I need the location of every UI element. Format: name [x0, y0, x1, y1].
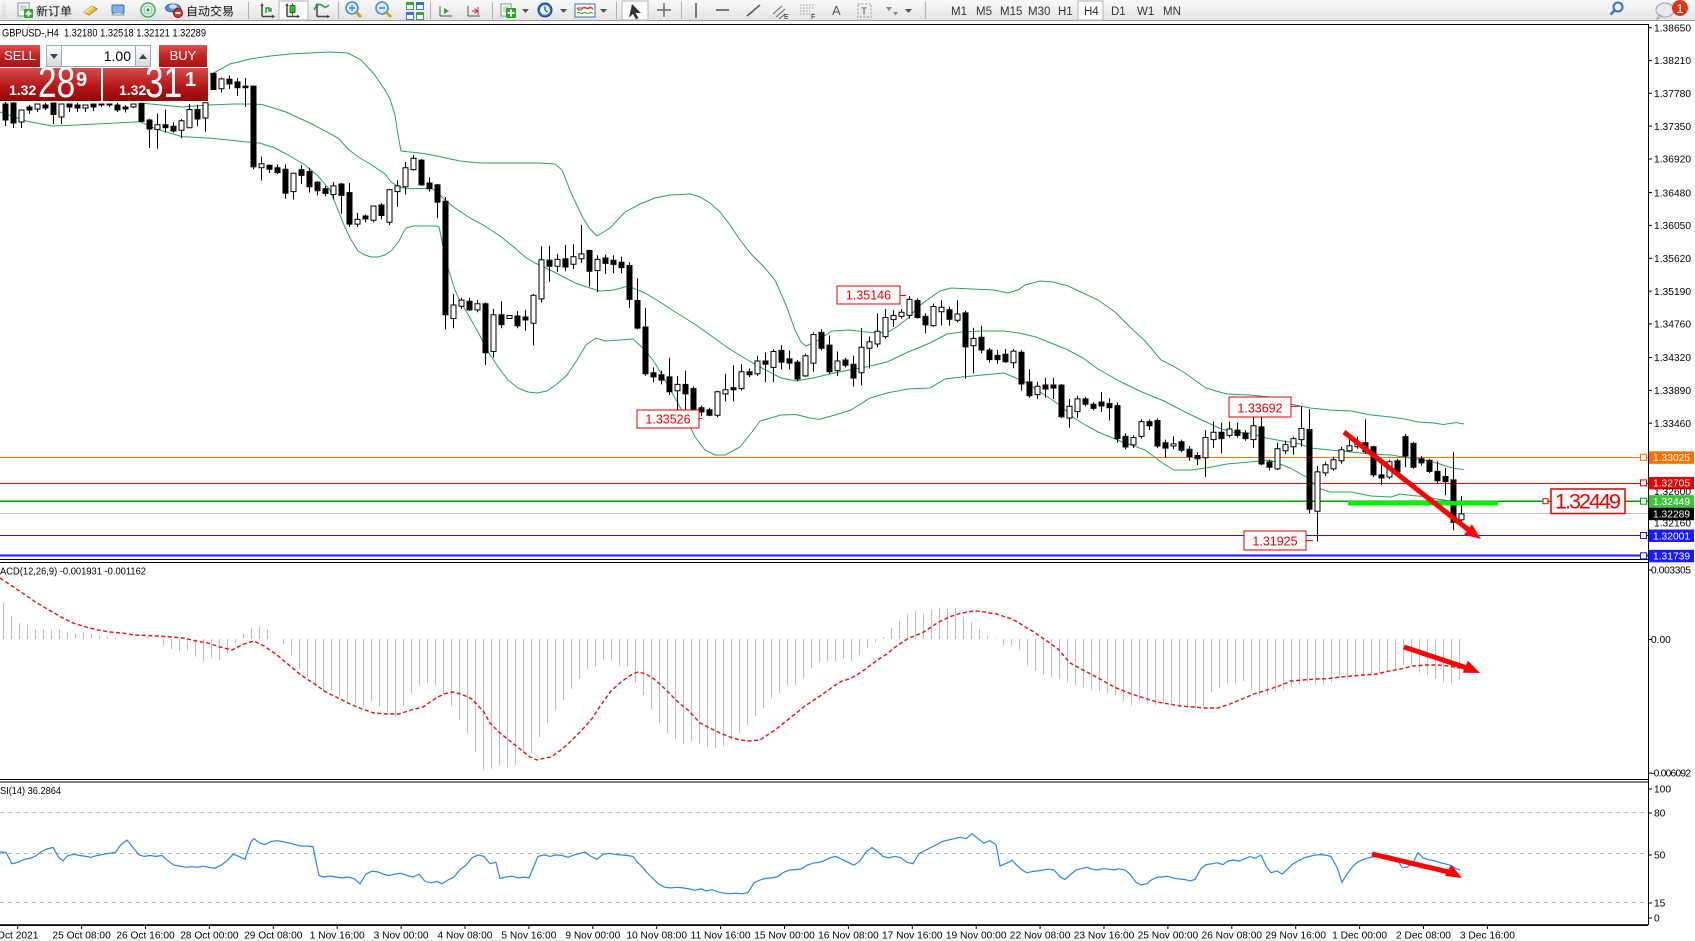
svg-text:22 Nov 08:00: 22 Nov 08:00: [1010, 931, 1071, 941]
svg-text:3 Dec 16:00: 3 Dec 16:00: [1460, 931, 1515, 941]
svg-text:1 Nov 16:00: 1 Nov 16:00: [310, 931, 365, 941]
svg-text:0.00: 0.00: [1651, 635, 1671, 646]
svg-text:1.36050: 1.36050: [1654, 221, 1691, 232]
svg-text:19 Nov 00:00: 19 Nov 00:00: [946, 931, 1007, 941]
svg-text:1.34320: 1.34320: [1654, 353, 1691, 364]
svg-text:16 Nov 08:00: 16 Nov 08:00: [818, 931, 879, 941]
svg-text:1 Dec 00:00: 1 Dec 00:00: [1332, 931, 1387, 941]
svg-text:F: F: [811, 14, 815, 21]
svg-text:1.36480: 1.36480: [1654, 188, 1691, 199]
svg-text:0.003305: 0.003305: [1651, 566, 1691, 577]
svg-text:1.33526: 1.33526: [645, 413, 690, 427]
svg-text:1.38210: 1.38210: [1654, 56, 1691, 67]
svg-text:-0.006092: -0.006092: [1651, 769, 1691, 780]
svg-text:1.32449: 1.32449: [1555, 490, 1621, 514]
svg-text:23 Nov 16:00: 23 Nov 16:00: [1074, 931, 1135, 941]
svg-text:ACD(12,26,9) -0.001931 -0.0011: ACD(12,26,9) -0.001931 -0.001162: [0, 567, 146, 578]
svg-text:25 Oct 08:00: 25 Oct 08:00: [52, 931, 111, 941]
svg-text:M1: M1: [951, 6, 967, 18]
svg-text:GBPUSD-,H4 1.32180 1.32518 1.: GBPUSD-,H4 1.32180 1.32518 1.32121 1.322…: [2, 28, 206, 40]
svg-text:25 Nov 00:00: 25 Nov 00:00: [1138, 931, 1199, 941]
svg-text:W1: W1: [1137, 6, 1154, 18]
svg-text:10 Nov 08:00: 10 Nov 08:00: [626, 931, 687, 941]
svg-text:1: 1: [1676, 1, 1683, 16]
svg-text:9 Nov 00:00: 9 Nov 00:00: [565, 931, 620, 941]
svg-text:1.36920: 1.36920: [1654, 155, 1691, 166]
svg-text:3 Nov 00:00: 3 Nov 00:00: [374, 931, 429, 941]
svg-text:M15: M15: [1000, 6, 1022, 18]
svg-text:1.33692: 1.33692: [1237, 402, 1282, 416]
svg-text:1.32160: 1.32160: [1654, 519, 1691, 530]
svg-text:29 Oct 08:00: 29 Oct 08:00: [244, 931, 303, 941]
svg-text:1.35146: 1.35146: [846, 289, 891, 303]
svg-text:M5: M5: [976, 6, 992, 18]
svg-text:1.33460: 1.33460: [1654, 419, 1691, 430]
svg-text:26 Oct 16:00: 26 Oct 16:00: [116, 931, 175, 941]
svg-text:15: 15: [1654, 899, 1666, 910]
svg-text:SI(14) 36.2864: SI(14) 36.2864: [0, 786, 61, 797]
svg-text:T: T: [861, 7, 867, 18]
svg-text:D1: D1: [1111, 6, 1126, 18]
svg-text:100: 100: [1654, 785, 1671, 796]
svg-text:11 Nov 16:00: 11 Nov 16:00: [691, 931, 751, 941]
svg-text:M30: M30: [1028, 6, 1050, 18]
svg-text:1.32289: 1.32289: [1653, 510, 1690, 521]
svg-text:Oct 2021: Oct 2021: [0, 931, 39, 941]
svg-text:1.37350: 1.37350: [1654, 122, 1691, 133]
svg-text:15 Nov 00:00: 15 Nov 00:00: [754, 931, 815, 941]
svg-text:29 Nov 16:00: 29 Nov 16:00: [1265, 931, 1326, 941]
svg-text:50: 50: [1654, 851, 1666, 862]
svg-text:1.37780: 1.37780: [1654, 89, 1691, 100]
svg-text:4 Nov 08:00: 4 Nov 08:00: [438, 931, 493, 941]
svg-text:1.34760: 1.34760: [1654, 320, 1691, 331]
svg-text:1.31925: 1.31925: [1252, 535, 1297, 549]
svg-text:17 Nov 16:00: 17 Nov 16:00: [882, 931, 943, 941]
svg-text:1.32705: 1.32705: [1653, 479, 1690, 490]
svg-text:80: 80: [1654, 809, 1666, 820]
svg-text:H1: H1: [1058, 6, 1073, 18]
svg-text:1.35620: 1.35620: [1654, 254, 1691, 265]
svg-text:5 Nov 16:00: 5 Nov 16:00: [501, 931, 556, 941]
svg-text:2 Dec 08:00: 2 Dec 08:00: [1396, 931, 1451, 941]
svg-text:E: E: [784, 14, 789, 21]
svg-text:0: 0: [1654, 914, 1660, 925]
svg-text:MN: MN: [1163, 6, 1181, 18]
svg-text:1.32001: 1.32001: [1653, 531, 1690, 542]
svg-text:28 Oct 00:00: 28 Oct 00:00: [180, 931, 239, 941]
svg-text:1.32449: 1.32449: [1653, 497, 1690, 508]
svg-text:H4: H4: [1084, 6, 1099, 18]
svg-text:1.32600: 1.32600: [1654, 487, 1691, 498]
svg-text:1.33890: 1.33890: [1654, 386, 1691, 397]
svg-text:1.33025: 1.33025: [1653, 453, 1690, 464]
svg-text:26 Nov 08:00: 26 Nov 08:00: [1201, 931, 1262, 941]
svg-text:1.38650: 1.38650: [1654, 23, 1691, 34]
svg-text:1.31739: 1.31739: [1653, 552, 1690, 563]
svg-text:1.35190: 1.35190: [1654, 287, 1691, 298]
svg-text:A: A: [832, 3, 841, 18]
